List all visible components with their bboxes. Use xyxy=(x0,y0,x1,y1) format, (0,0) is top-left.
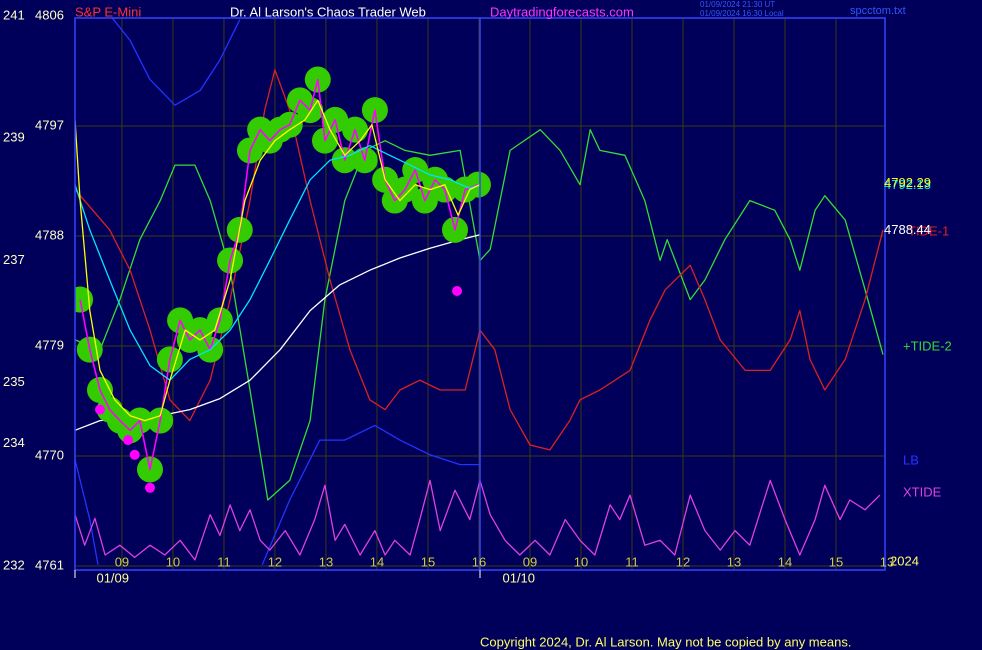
series-name: LB xyxy=(903,452,919,467)
series-name: +TIDE-2 xyxy=(903,338,952,353)
y-tick-label: 4797 xyxy=(35,117,64,132)
y-tick-label: 4788 xyxy=(35,227,64,242)
x-tick-label: 10 xyxy=(166,554,180,569)
series-name: TIDE-1 xyxy=(908,223,949,238)
y-tick-label: 4761 xyxy=(35,557,64,572)
series-line xyxy=(79,78,479,471)
series-line xyxy=(75,144,481,381)
x-tick-label: 14 xyxy=(370,554,384,569)
low-dot xyxy=(144,482,155,493)
year: 2024 xyxy=(890,553,919,568)
x-tick-label: 14 xyxy=(778,554,792,569)
y2-tick-label: 235 xyxy=(3,374,25,389)
x-tick-label: 09 xyxy=(115,554,129,569)
x-tick-label: 15 xyxy=(829,554,843,569)
low-dot xyxy=(129,449,140,460)
y2-tick-label: 232 xyxy=(3,557,25,572)
x-tick-label: 13 xyxy=(727,554,741,569)
series-line xyxy=(261,424,480,566)
x-tick-label: 12 xyxy=(676,554,690,569)
instrument: S&P E-Mini xyxy=(75,4,141,19)
y2-tick-label: 239 xyxy=(3,130,25,145)
file-name: spcctom.txt xyxy=(850,5,906,17)
series-line xyxy=(75,129,884,501)
x-tick-label: 10 xyxy=(574,554,588,569)
y2-tick-label: 237 xyxy=(3,252,25,267)
x-tick-label: 12 xyxy=(268,554,282,569)
x-tick-label: 11 xyxy=(217,554,231,569)
x-tick-label: 16 xyxy=(472,554,486,569)
y-tick-label: 4779 xyxy=(35,337,64,352)
end-value-label: 4792.29 xyxy=(884,175,931,190)
low-dot xyxy=(94,404,105,415)
y-tick-label: 4806 xyxy=(35,7,64,22)
end-value-label: 4792.13 xyxy=(884,177,931,192)
y2-tick-label: 241 xyxy=(3,7,25,22)
series-line xyxy=(75,479,881,561)
series-name: XTIDE xyxy=(903,484,942,499)
low-dot xyxy=(123,435,134,446)
series-line xyxy=(111,18,241,106)
copyright: Copyright 2024, Dr. Al Larson. May not b… xyxy=(480,634,851,649)
plot-area xyxy=(75,18,884,566)
date-label: 01/09 xyxy=(96,570,129,585)
series-line xyxy=(75,459,99,565)
x-tick-label: 15 xyxy=(421,554,435,569)
x-tick-label: 13 xyxy=(319,554,333,569)
series-line xyxy=(75,69,884,451)
chart-title: Dr. Al Larson's Chaos Trader Web xyxy=(230,4,426,19)
timestamp: 01/09/2024 16:30 Local xyxy=(700,9,784,18)
timestamp: 01/09/2024 21:30 UT xyxy=(700,0,775,9)
x-tick-label: 13 xyxy=(880,554,894,569)
low-dot xyxy=(452,286,463,296)
end-value-label: 4788.44 xyxy=(884,222,931,237)
y2-tick-label: 234 xyxy=(3,435,25,450)
website: Daytradingforecasts.com xyxy=(490,4,634,19)
y-tick-label: 4770 xyxy=(35,447,64,462)
series-line xyxy=(75,99,481,422)
x-tick-label: 09 xyxy=(523,554,537,569)
date-label: 01/10 xyxy=(502,570,535,585)
x-tick-label: 11 xyxy=(625,554,639,569)
